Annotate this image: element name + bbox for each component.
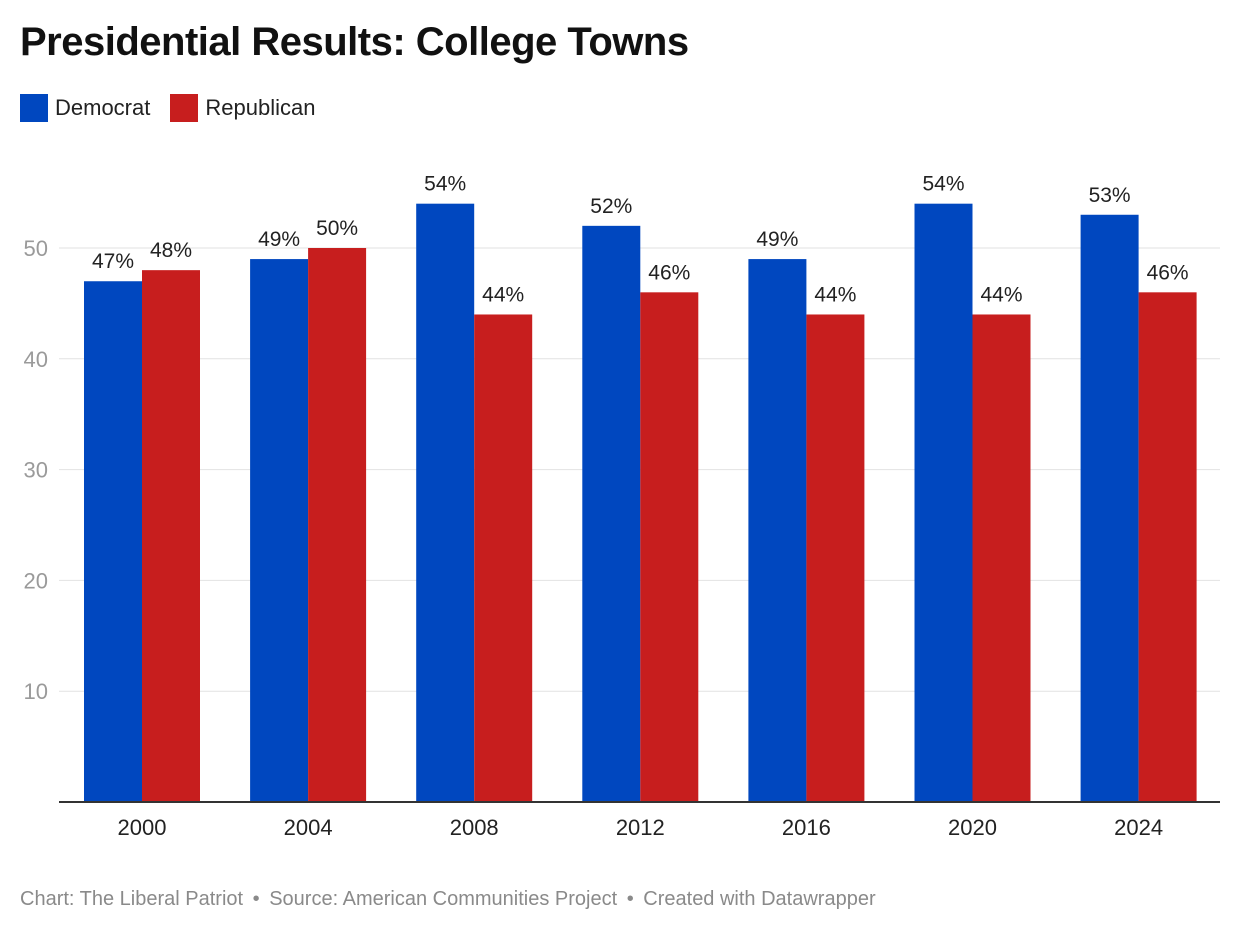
bar-chart: 10 20 30 40 50 47% 48% 2000 49% 50% 2004 54% 44% 2008… [24, 173, 1220, 840]
bar-democrat-2020 [914, 203, 973, 802]
x-tick-label: 2004 [284, 815, 333, 840]
data-label-republican-2020: 44% [980, 283, 1022, 306]
footer-separator: • [626, 888, 634, 910]
chart-title: Presidential Results: College Towns [20, 20, 689, 64]
bar-democrat-2004 [250, 259, 309, 802]
y-tick-label: 50 [24, 236, 48, 261]
bar-democrat-2012 [582, 225, 641, 803]
chart-footer: Chart: The Liberal Patriot • Source: Ame… [20, 888, 876, 911]
data-label-democrat-2004: 49% [258, 228, 300, 251]
bar-republican-2020 [972, 314, 1031, 802]
y-tick-label: 30 [24, 458, 48, 483]
footer-source: Source: American Communities Project [269, 888, 618, 910]
x-tick-label: 2012 [616, 815, 665, 840]
bar-democrat-2016 [748, 259, 807, 802]
x-tick-label: 2020 [948, 815, 997, 840]
data-label-republican-2024: 46% [1147, 261, 1189, 284]
data-label-democrat-2012: 52% [590, 195, 632, 218]
x-tick-label: 2008 [450, 815, 499, 840]
x-tick-label: 2000 [118, 815, 167, 840]
legend-item-democrat: Democrat [20, 94, 150, 122]
bar-republican-2000 [142, 270, 200, 802]
legend-swatch-republican [170, 94, 199, 122]
data-label-democrat-2024: 53% [1089, 184, 1131, 207]
bar-republican-2004 [308, 248, 367, 802]
bar-republican-2012 [640, 292, 699, 802]
data-label-democrat-2016: 49% [756, 228, 798, 251]
data-label-republican-2008: 44% [482, 283, 524, 306]
bar-republican-2008 [474, 314, 533, 802]
legend-label-democrat: Democrat [55, 95, 151, 120]
footer-separator: • [252, 888, 260, 910]
y-tick-label: 20 [24, 568, 48, 593]
legend-item-republican: Republican [170, 94, 315, 122]
data-label-democrat-2008: 54% [424, 173, 466, 196]
legend-swatch-democrat [20, 94, 48, 122]
bar-republican-2016 [806, 314, 865, 802]
data-label-democrat-2000: 47% [92, 250, 134, 273]
bar-democrat-2024 [1080, 214, 1139, 802]
data-label-republican-2012: 46% [648, 261, 690, 284]
x-tick-label: 2024 [1114, 815, 1163, 840]
legend-label-republican: Republican [205, 95, 316, 120]
legend: Democrat Republican [20, 94, 335, 122]
x-tick-label: 2016 [782, 815, 831, 840]
footer-chart-credit: Chart: The Liberal Patriot [20, 888, 244, 910]
footer-created-with: Created with Datawrapper [643, 888, 876, 910]
data-label-republican-2004: 50% [316, 217, 358, 240]
y-tick-label: 40 [24, 347, 48, 372]
y-tick-label: 10 [24, 679, 48, 704]
bar-republican-2024 [1138, 292, 1197, 802]
data-label-republican-2000: 48% [150, 239, 192, 262]
data-label-republican-2016: 44% [814, 283, 856, 306]
bar-democrat-2000 [84, 281, 142, 802]
data-label-democrat-2020: 54% [922, 173, 964, 196]
bar-democrat-2008 [416, 203, 475, 802]
